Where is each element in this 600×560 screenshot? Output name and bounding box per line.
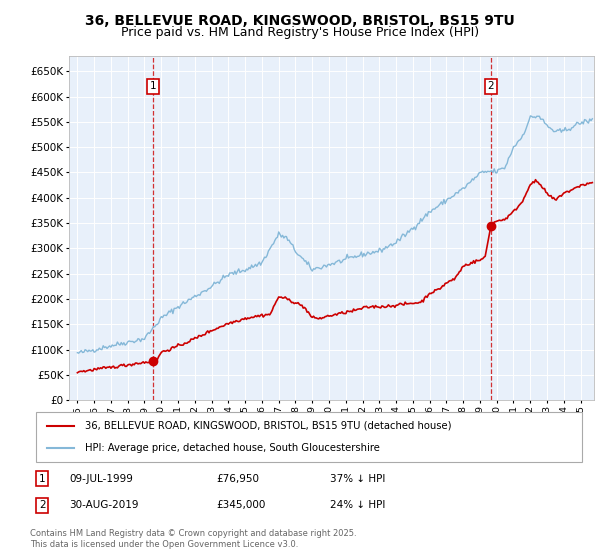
Text: Contains HM Land Registry data © Crown copyright and database right 2025.
This d: Contains HM Land Registry data © Crown c… xyxy=(30,529,356,549)
Text: 1: 1 xyxy=(39,474,46,484)
Text: 36, BELLEVUE ROAD, KINGSWOOD, BRISTOL, BS15 9TU: 36, BELLEVUE ROAD, KINGSWOOD, BRISTOL, B… xyxy=(85,14,515,28)
Text: 30-AUG-2019: 30-AUG-2019 xyxy=(69,500,139,510)
Text: 1: 1 xyxy=(150,81,157,91)
Text: 36, BELLEVUE ROAD, KINGSWOOD, BRISTOL, BS15 9TU (detached house): 36, BELLEVUE ROAD, KINGSWOOD, BRISTOL, B… xyxy=(85,421,452,431)
Text: £345,000: £345,000 xyxy=(216,500,265,510)
Text: 37% ↓ HPI: 37% ↓ HPI xyxy=(330,474,385,484)
Text: HPI: Average price, detached house, South Gloucestershire: HPI: Average price, detached house, Sout… xyxy=(85,443,380,453)
Text: 09-JUL-1999: 09-JUL-1999 xyxy=(69,474,133,484)
Text: 2: 2 xyxy=(39,500,46,510)
FancyBboxPatch shape xyxy=(36,412,582,462)
Text: Price paid vs. HM Land Registry's House Price Index (HPI): Price paid vs. HM Land Registry's House … xyxy=(121,26,479,39)
Text: 24% ↓ HPI: 24% ↓ HPI xyxy=(330,500,385,510)
Text: 2: 2 xyxy=(488,81,494,91)
Text: £76,950: £76,950 xyxy=(216,474,259,484)
